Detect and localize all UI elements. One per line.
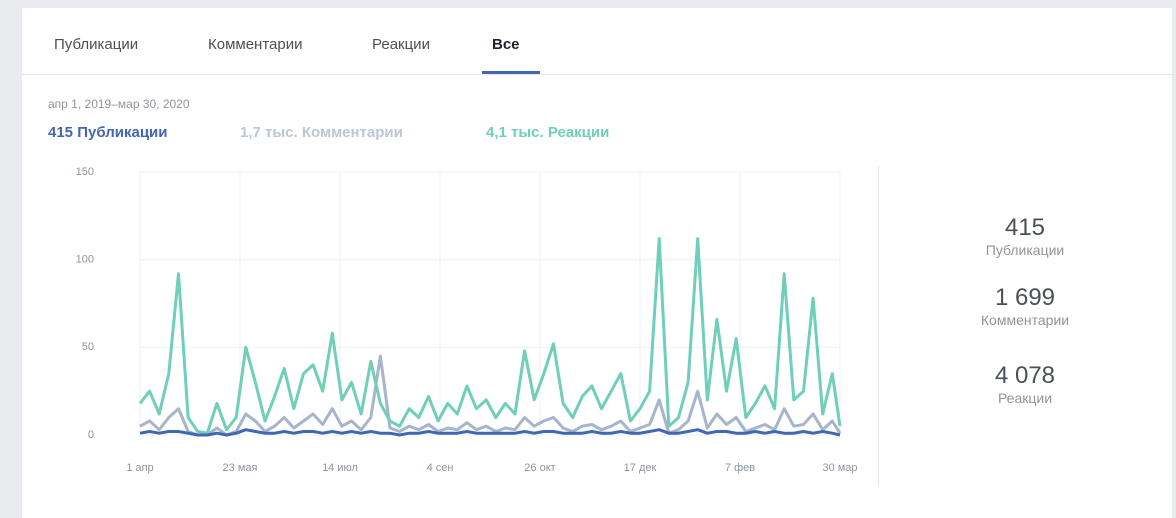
tab-bar: Публикации Комментарии Реакции Все [22, 8, 1172, 75]
x-tick-label: 26 окт [524, 462, 555, 474]
x-tick-label: 4 сен [427, 462, 454, 474]
y-tick-label: 150 [76, 166, 94, 178]
x-tick-label: 1 апр [126, 462, 153, 474]
stat-value: 1 699 [994, 284, 1056, 311]
stat-value: 4 078 [994, 362, 1056, 389]
x-tick-label: 23 мая [223, 462, 258, 474]
x-tick-label: 30 мар [822, 462, 857, 474]
chart: 0 50 100 150 1 апр 23 мая 14 июл 4 сен 26 окт 17 … [76, 166, 858, 474]
tab-active[interactable]: Все [492, 36, 520, 53]
legend-name: Публикации [77, 124, 168, 141]
stat-label: Публикации [985, 242, 1065, 258]
x-tick-label: 7 фев [725, 462, 755, 474]
legend-total: 4,1 тыс. [486, 124, 544, 141]
legend-item[interactable]: 415 Публикации [48, 124, 167, 141]
legend-total: 1,7 тыс. [240, 124, 298, 141]
divider [878, 166, 879, 486]
tab[interactable]: Комментарии [208, 36, 303, 53]
legend-item[interactable]: 1,7 тыс. Комментарии [240, 124, 403, 141]
x-tick-label: 14 июл [322, 462, 358, 474]
insights-card: Публикации Комментарии Реакции Все апр 1… [22, 8, 1172, 518]
date-range: апр 1, 2019–мар 30, 2020 [48, 97, 190, 111]
stat: 415 Публикации [932, 214, 1118, 258]
stat-value: 415 [1004, 214, 1046, 241]
tab[interactable]: Реакции [372, 36, 430, 53]
legend-name: Реакции [547, 124, 610, 141]
legend-name: Комментарии [301, 124, 403, 141]
stat: 4 078 Реакции [932, 362, 1118, 406]
series-line [138, 237, 842, 435]
tab[interactable]: Публикации [54, 36, 139, 53]
y-tick-label: 0 [88, 429, 94, 441]
y-tick-label: 50 [82, 341, 94, 353]
stat-label: Реакции [997, 390, 1053, 406]
series-line [139, 354, 842, 437]
stat-label: Комментарии [980, 312, 1070, 328]
stat: 1 699 Комментарии [932, 284, 1118, 328]
legend-total: 415 [48, 124, 74, 141]
y-tick-label: 100 [76, 254, 94, 266]
legend-item[interactable]: 4,1 тыс. Реакции [486, 124, 609, 141]
x-tick-label: 17 дек [624, 462, 657, 474]
series-line [139, 428, 841, 437]
tab-underline [482, 71, 540, 74]
